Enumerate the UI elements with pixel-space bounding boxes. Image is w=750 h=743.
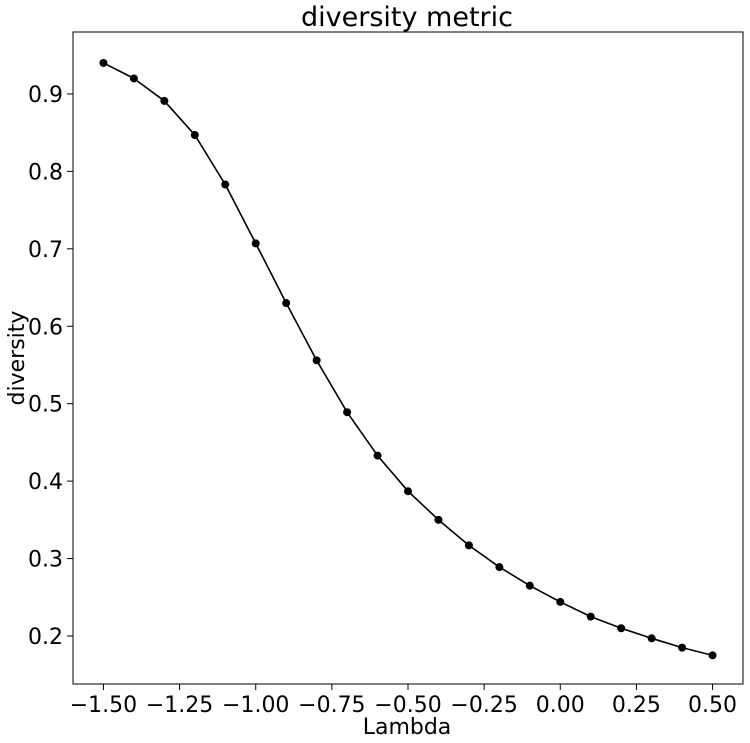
data-point [464, 541, 473, 550]
x-tick-label: −0.50 [374, 693, 441, 718]
x-tick-label: −1.50 [70, 693, 137, 718]
data-point [99, 58, 108, 67]
data-point [190, 130, 199, 139]
axis-ticks: −1.50 −1.25 −1.00 −0.75 −0.50 −0.25 0.00 0.25 0.… [28, 83, 737, 718]
data-series [99, 58, 717, 660]
data-point [617, 624, 626, 633]
data-point [160, 96, 169, 105]
data-point [556, 597, 565, 606]
data-point [129, 74, 138, 83]
data-point [525, 581, 534, 590]
y-tick-label: 0.7 [28, 238, 63, 263]
x-tick-label: −1.25 [146, 693, 213, 718]
data-point [221, 180, 230, 189]
y-tick-label: 0.9 [28, 83, 63, 108]
data-point [647, 634, 656, 643]
data-point [678, 643, 687, 652]
x-axis-label: Lambda [363, 715, 452, 740]
y-tick-label: 0.6 [28, 315, 63, 340]
x-tick-label: 0.00 [536, 693, 585, 718]
data-point [495, 563, 504, 572]
y-axis-label: diversity [5, 311, 30, 406]
x-tick-label: 0.25 [612, 693, 661, 718]
x-tick-label: 0.50 [688, 693, 737, 718]
y-tick-label: 0.5 [28, 393, 63, 418]
data-point [404, 487, 412, 496]
data-point [312, 356, 321, 365]
x-tick-label: −0.75 [298, 693, 365, 718]
y-tick-label: 0.8 [28, 160, 63, 185]
data-point [282, 299, 291, 308]
x-tick-label: −1.00 [222, 693, 289, 718]
y-tick-label: 0.2 [28, 625, 63, 650]
data-point [708, 651, 717, 660]
data-point [251, 239, 260, 248]
data-point [343, 408, 352, 417]
y-tick-label: 0.4 [28, 470, 63, 495]
y-tick-label: 0.3 [28, 548, 63, 573]
plot-frame [72, 31, 744, 685]
x-tick-label: −0.25 [450, 693, 517, 718]
data-point [373, 451, 382, 460]
chart-title: diversity metric [301, 2, 513, 33]
data-point [434, 515, 443, 524]
data-point [586, 612, 595, 621]
